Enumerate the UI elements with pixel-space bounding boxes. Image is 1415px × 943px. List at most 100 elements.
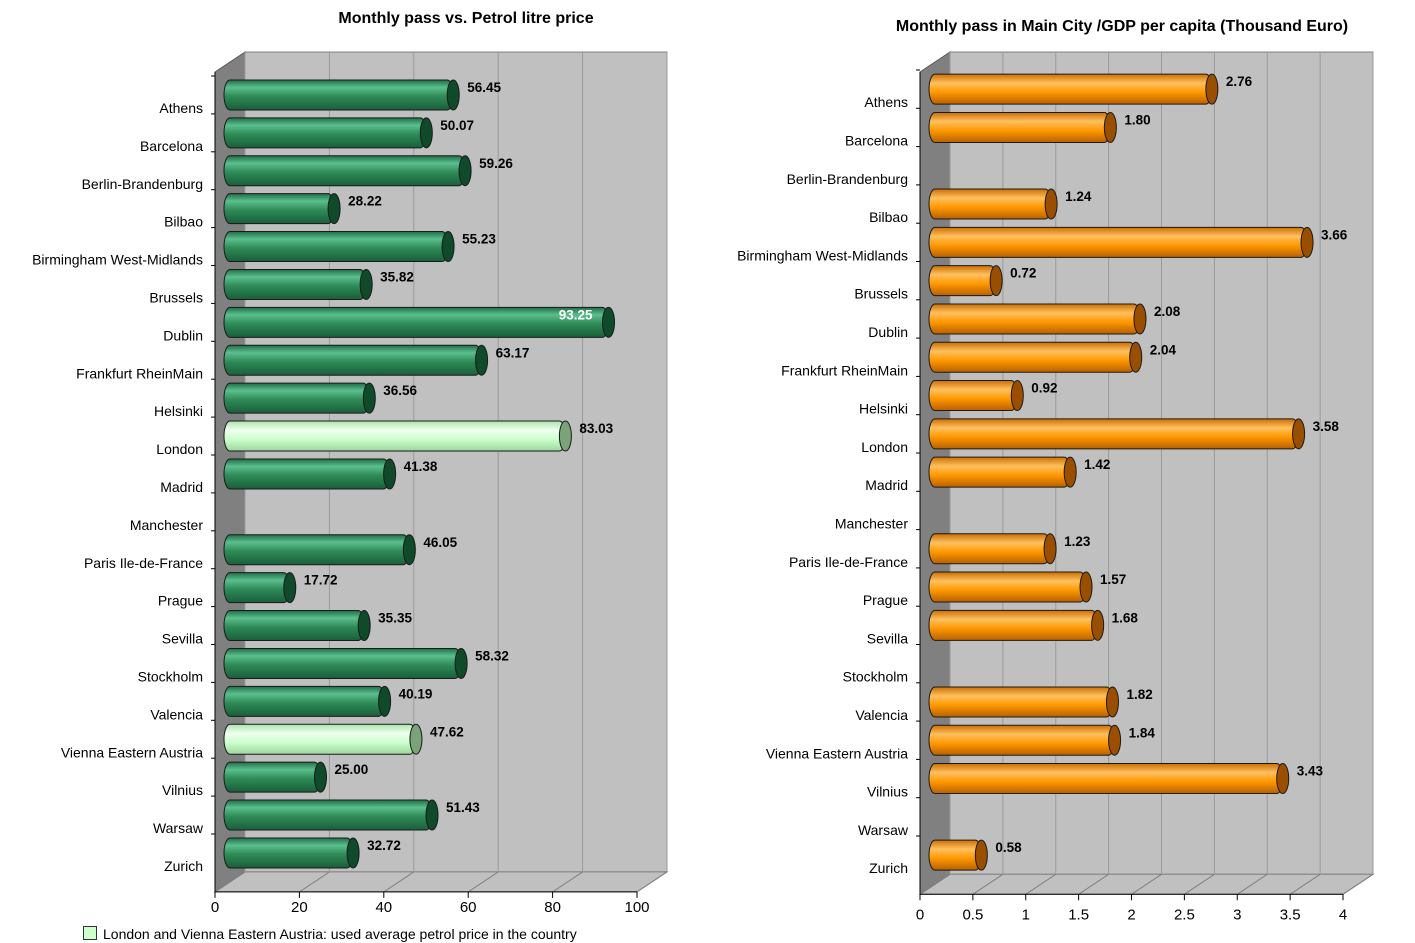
right-floor-gridline bbox=[1025, 873, 1057, 895]
left-floor-gridline bbox=[299, 871, 330, 893]
category-label-vienna-eastern-austria: Vienna Eastern Austria bbox=[766, 745, 908, 761]
bar-vilnius bbox=[928, 763, 1284, 795]
category-label-berlin-brandenburg: Berlin-Brandenburg bbox=[82, 176, 203, 192]
right-chart-title: Monthly pass in Main City /GDP per capit… bbox=[895, 18, 1349, 35]
bar-brussels bbox=[223, 268, 367, 300]
value-label-paris-ile-de-france: 1.23 bbox=[1064, 534, 1091, 549]
left-floor-gridline bbox=[636, 871, 668, 893]
left-floor-gridline bbox=[467, 871, 499, 893]
category-label-barcelona: Barcelona bbox=[140, 138, 203, 154]
category-label-birmingham-west-midlands: Birmingham West-Midlands bbox=[32, 252, 203, 268]
value-label-brussels: 0.72 bbox=[1010, 266, 1036, 281]
category-label-bilbao: Bilbao bbox=[869, 209, 908, 225]
bar-stockholm bbox=[223, 647, 462, 679]
right-floor-gridline bbox=[1289, 873, 1321, 895]
value-label-berlin-brandenburg: 59.26 bbox=[479, 156, 513, 171]
right-x-tick-label: 0.5 bbox=[962, 906, 983, 923]
bar-frankfurt-rheinmain bbox=[928, 341, 1137, 373]
bar-madrid bbox=[223, 458, 391, 490]
left-floor-gridline bbox=[214, 871, 246, 893]
value-label-vilnius: 25.00 bbox=[335, 762, 369, 777]
category-label-warsaw: Warsaw bbox=[153, 820, 204, 836]
category-label-london: London bbox=[156, 441, 203, 457]
left-plot-floor bbox=[213, 871, 669, 893]
value-label-warsaw: 51.43 bbox=[446, 800, 480, 815]
bar-athens bbox=[223, 79, 454, 111]
right-x-tick-label: 4 bbox=[1339, 906, 1347, 923]
left-x-tick-label: 80 bbox=[544, 899, 561, 916]
bar-paris-ile-de-france bbox=[928, 533, 1051, 565]
bar-sevilla bbox=[223, 610, 365, 642]
bar-cap-bilbao bbox=[327, 193, 341, 225]
value-label-sevilla: 35.35 bbox=[378, 611, 412, 626]
value-label-madrid: 41.38 bbox=[404, 459, 438, 474]
value-label-zurich: 0.58 bbox=[995, 840, 1022, 855]
left-x-tick-label: 20 bbox=[291, 899, 308, 916]
right-floor-gridline bbox=[1131, 873, 1162, 895]
right-chart: 0 0.5 1 1.5 2 2.5 3 3.5 4 Athens 2.76 Barcelona 1.80… bbox=[737, 51, 1375, 923]
bar-cap-vilnius bbox=[1276, 763, 1290, 795]
category-label-athens: Athens bbox=[159, 100, 203, 116]
left-floor-gridline bbox=[383, 871, 415, 893]
bar-cap-vilnius bbox=[314, 761, 327, 793]
bar-cap-berlin-brandenburg bbox=[458, 155, 472, 187]
value-label-vienna-eastern-austria: 47.62 bbox=[430, 724, 464, 739]
bar-cap-helsinki bbox=[362, 382, 376, 414]
category-label-stockholm: Stockholm bbox=[843, 669, 908, 685]
category-label-paris-ile-de-france: Paris Ile-de-France bbox=[789, 554, 908, 570]
bar-bilbao bbox=[928, 188, 1052, 220]
bar-helsinki bbox=[928, 380, 1018, 412]
category-label-london: London bbox=[861, 439, 908, 455]
bar-vienna-eastern-austria bbox=[223, 723, 417, 755]
bar-cap-stockholm bbox=[454, 647, 468, 679]
bar-cap-sevilla bbox=[1091, 609, 1105, 641]
bar-madrid bbox=[928, 456, 1071, 488]
category-label-zurich: Zurich bbox=[869, 860, 908, 876]
category-label-frankfurt-rheinmain: Frankfurt RheinMain bbox=[781, 362, 908, 378]
bar-frankfurt-rheinmain bbox=[223, 344, 483, 376]
bar-barcelona bbox=[223, 117, 427, 149]
value-label-helsinki: 0.92 bbox=[1031, 381, 1057, 396]
bar-cap-prague bbox=[283, 572, 297, 604]
left-chart-title: Monthly pass vs. Petrol litre price bbox=[338, 10, 594, 27]
left-x-tick-label: 100 bbox=[624, 899, 649, 916]
category-label-athens: Athens bbox=[864, 94, 908, 110]
category-label-helsinki: Helsinki bbox=[859, 401, 908, 417]
left-x-tick-label: 0 bbox=[211, 899, 219, 916]
bar-cap-zurich bbox=[346, 837, 360, 869]
right-floor-gridline bbox=[1236, 873, 1268, 895]
category-label-bilbao: Bilbao bbox=[164, 214, 203, 230]
bar-cap-vienna-eastern-austria bbox=[409, 723, 423, 755]
bar-vienna-eastern-austria bbox=[928, 724, 1116, 756]
value-label-london: 3.58 bbox=[1313, 419, 1340, 434]
bar-sevilla bbox=[928, 609, 1099, 641]
value-label-zurich: 32.72 bbox=[367, 838, 401, 853]
value-label-valencia: 40.19 bbox=[399, 686, 433, 701]
bar-cap-brussels bbox=[359, 268, 373, 300]
category-label-birmingham-west-midlands: Birmingham West-Midlands bbox=[737, 247, 908, 263]
bar-birmingham-west-midlands bbox=[223, 231, 449, 263]
value-label-bilbao: 28.22 bbox=[348, 194, 382, 209]
category-label-sevilla: Sevilla bbox=[867, 630, 908, 646]
bar-cap-zurich bbox=[974, 839, 988, 871]
bar-berlin-brandenburg bbox=[223, 155, 466, 187]
bar-cap-frankfurt-rheinmain bbox=[1129, 341, 1143, 373]
bar-cap-sevilla bbox=[357, 610, 371, 642]
bar-cap-birmingham-west-midlands bbox=[1300, 226, 1314, 258]
category-label-manchester: Manchester bbox=[835, 515, 908, 531]
bar-cap-vienna-eastern-austria bbox=[1108, 724, 1122, 756]
category-label-valencia: Valencia bbox=[150, 706, 203, 722]
value-label-paris-ile-de-france: 46.05 bbox=[423, 535, 457, 550]
right-floor-gridline bbox=[919, 873, 951, 895]
bar-zurich bbox=[223, 837, 354, 869]
category-label-warsaw: Warsaw bbox=[858, 822, 909, 838]
left-x-tick-label: 60 bbox=[460, 899, 477, 916]
bar-london bbox=[928, 418, 1300, 450]
value-label-dublin: 2.08 bbox=[1154, 304, 1181, 319]
highlight-legend-swatch bbox=[83, 926, 97, 940]
bar-cap-helsinki bbox=[1010, 380, 1024, 412]
value-label-prague: 1.57 bbox=[1100, 572, 1126, 587]
footnote: London and Vienna Eastern Austria: used … bbox=[83, 926, 577, 942]
right-x-tick-label: 3 bbox=[1233, 906, 1241, 923]
